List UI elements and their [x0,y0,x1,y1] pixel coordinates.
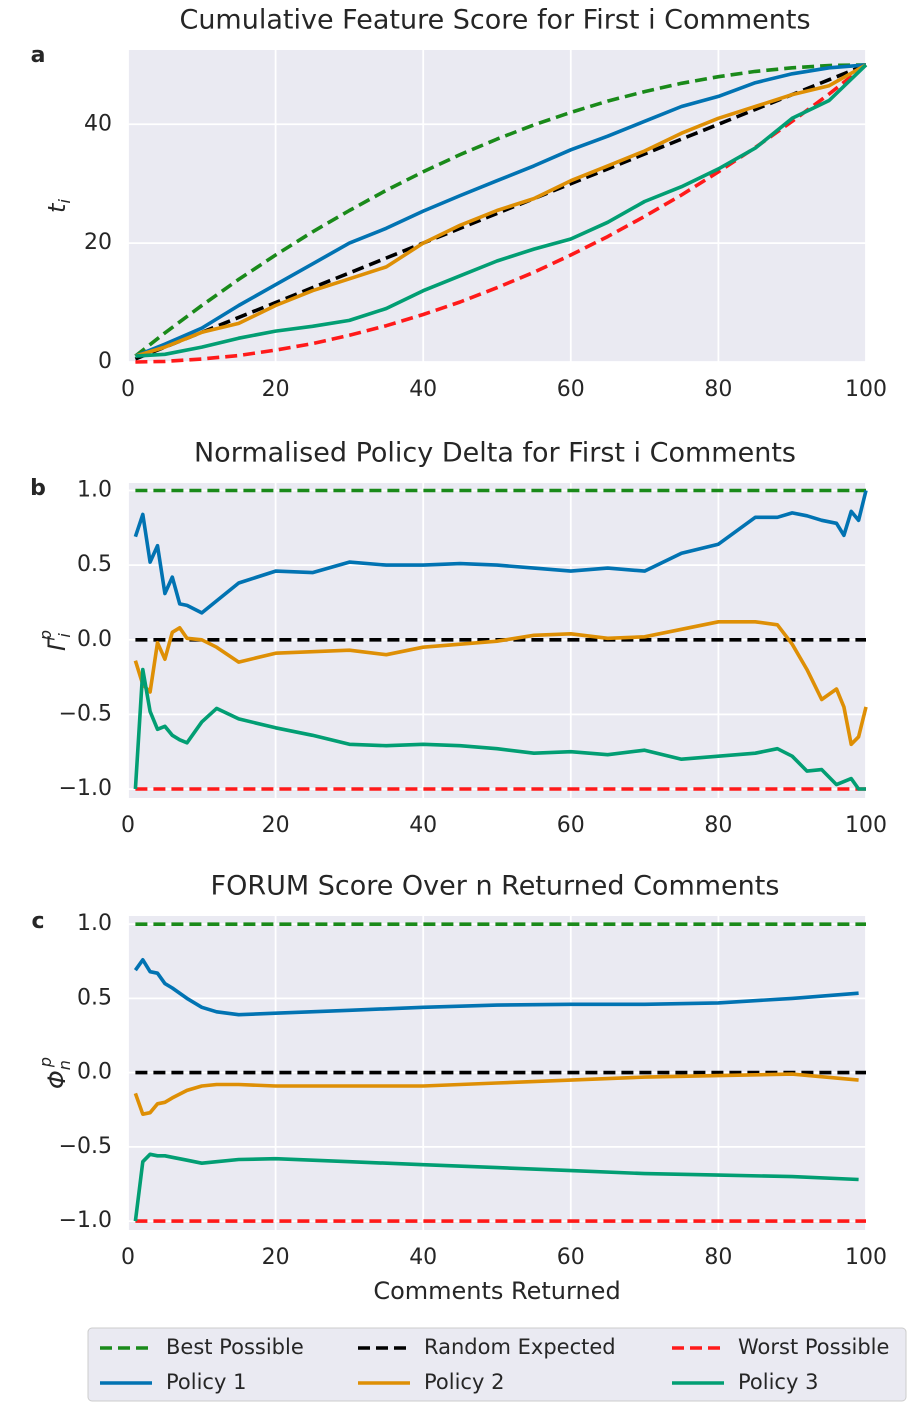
legend-label: Worst Possible [738,1335,889,1359]
chart-title: FORUM Score Over n Returned Comments [211,871,780,902]
x-tick-label: 80 [704,813,732,838]
series-line [133,1072,859,1116]
x-axis-label: Comments Returned [373,1277,620,1305]
series-line [133,667,866,791]
series-line [133,1152,859,1222]
y-label-sub: i [55,633,74,638]
plot-area [128,50,866,362]
panel-label: c [31,909,44,934]
y-label-base: t [43,202,71,213]
x-tick-label: 20 [262,1245,290,1270]
x-tick-label: 80 [704,377,732,402]
y-tick-label: 20 [84,230,112,255]
x-tick-label: 20 [262,377,290,402]
panel-label: a [31,43,46,68]
y-axis-label: Φnp [36,1057,74,1089]
legend-label: Policy 2 [424,1370,504,1394]
y-label-sup: p [36,630,55,641]
legend-label: Random Expected [424,1335,616,1359]
x-tick-label: 0 [121,813,135,838]
series-line [133,958,859,1017]
x-tick-label: 40 [409,1245,437,1270]
reference-line [134,63,867,361]
legend-label: Best Possible [166,1335,304,1359]
x-tick-label: 0 [121,377,135,402]
panel-label: b [30,476,46,501]
y-tick-label: 1.0 [77,911,112,936]
x-tick-label: 60 [557,377,585,402]
reference-line [134,63,867,358]
y-tick-label: 0.5 [77,985,112,1010]
x-tick-label: 100 [845,1245,887,1270]
y-label-sub: i [55,199,74,204]
y-tick-label: 0.0 [77,627,112,652]
x-tick-label: 60 [557,1245,585,1270]
y-label-sub: n [55,1060,74,1070]
x-tick-label: 20 [262,813,290,838]
chart-title: Cumulative Feature Score for First i Com… [179,5,810,36]
x-tick-label: 40 [409,377,437,402]
y-tick-label: −1.0 [59,1208,112,1233]
series-line [134,63,867,358]
y-tick-label: 1.0 [77,477,112,502]
chart-title: Normalised Policy Delta for First i Comm… [194,438,796,469]
y-label-base: Φ [43,1070,71,1089]
y-axis-label: ti [43,199,74,213]
y-tick-label: −1.0 [59,776,112,801]
x-tick-label: 40 [409,813,437,838]
x-tick-label: 100 [845,813,887,838]
y-axis-label: Γip [36,630,74,651]
x-tick-label: 60 [557,813,585,838]
legend-label: Policy 1 [166,1370,246,1394]
series-line [135,63,868,358]
y-tick-label: 0.0 [77,1060,112,1085]
y-tick-label: 0.5 [77,552,112,577]
y-label-base: Γ [43,636,71,651]
x-tick-label: 80 [704,1245,732,1270]
legend-label: Policy 3 [738,1370,818,1394]
y-tick-label: −0.5 [59,701,112,726]
y-tick-label: 40 [84,111,112,136]
series-line [134,63,867,358]
series-line [133,490,868,615]
x-tick-label: 0 [121,1245,135,1270]
x-tick-label: 100 [845,377,887,402]
y-label-sup: p [36,1057,55,1068]
series-line [133,620,868,747]
y-tick-label: 0 [98,349,112,374]
y-tick-label: −0.5 [59,1134,112,1159]
